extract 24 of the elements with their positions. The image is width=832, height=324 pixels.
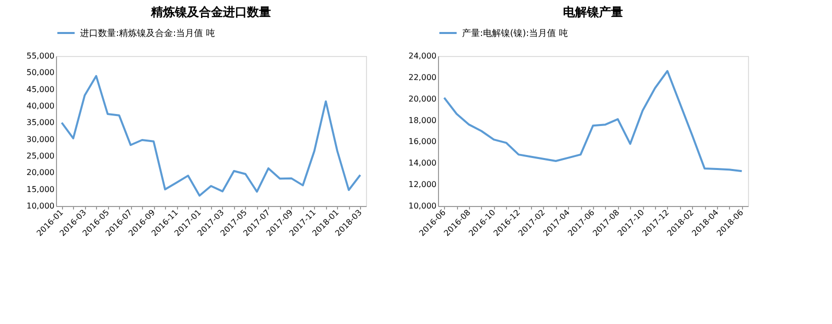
y-tick-label: 12,000	[408, 180, 436, 190]
y-tick-label: 22,000	[408, 72, 436, 82]
y-tick-label: 30,000	[26, 134, 54, 144]
line-series	[60, 75, 362, 197]
line-series	[443, 70, 743, 172]
y-tick-label: 10,000	[26, 202, 54, 210]
y-tick-label: 15,000	[26, 184, 54, 194]
y-tick-label: 10,000	[408, 202, 436, 210]
y-tick-label: 50,000	[26, 68, 54, 78]
y-tick-label: 45,000	[26, 84, 54, 94]
legend-label: 进口数量:精炼镍及合金:当月值 吨	[80, 28, 215, 39]
y-tick-label: 20,000	[408, 94, 436, 104]
chart-title: 电解镍产量	[563, 5, 623, 19]
y-tick-label: 55,000	[26, 52, 54, 60]
y-tick-label: 18,000	[408, 116, 436, 125]
chart-title: 精炼镍及合金进口数量	[150, 5, 271, 19]
y-tick-label: 16,000	[408, 137, 436, 146]
y-tick-label: 20,000	[26, 168, 54, 178]
y-tick-label: 14,000	[408, 158, 436, 168]
y-tick-label: 35,000	[26, 118, 54, 128]
y-tick-label: 25,000	[26, 152, 54, 160]
y-tick-label: 40,000	[26, 102, 54, 110]
y-tick-label: 24,000	[408, 52, 436, 60]
legend-label: 产量:电解镍(镍):当月值 吨	[462, 28, 568, 39]
